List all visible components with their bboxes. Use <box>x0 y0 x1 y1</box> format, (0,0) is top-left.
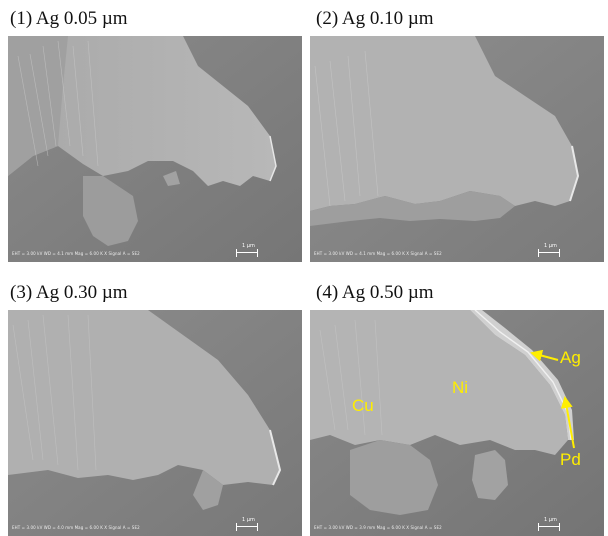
panel-2-scale-label: 1 µm <box>544 243 557 249</box>
sem-image-panel-1: EHT = 3.00 kV WD = 4.1 mm Mag = 6.00 K X… <box>8 36 302 262</box>
panel-2-info-bar: EHT = 3.00 kV WD = 4.1 mm Mag = 6.00 K X… <box>314 251 442 256</box>
panel-4-info-bar: EHT = 3.00 kV WD = 3.9 mm Mag = 6.00 K X… <box>314 525 442 530</box>
panel-4-caption: (4) Ag 0.50 µm <box>316 282 434 303</box>
annotation-pd: Pd <box>560 450 581 469</box>
panel-1-caption: (1) Ag 0.05 µm <box>10 8 128 29</box>
pd-arrow <box>560 396 575 449</box>
panel-3-info-bar: EHT = 3.00 kV WD = 4.0 mm Mag = 6.00 K X… <box>12 525 140 530</box>
annotation-ag: Ag <box>560 348 581 367</box>
panel-1-scale-label: 1 µm <box>242 243 255 249</box>
sem-image-panel-2: EHT = 3.00 kV WD = 4.1 mm Mag = 6.00 K X… <box>310 36 604 262</box>
panel-4-scale-label: 1 µm <box>544 517 557 523</box>
annotation-ni: Ni <box>452 378 469 397</box>
sem-image-panel-3: EHT = 3.00 kV WD = 4.0 mm Mag = 6.00 K X… <box>8 310 302 536</box>
panel-1-info-bar: EHT = 3.00 kV WD = 4.1 mm Mag = 6.00 K X… <box>12 251 140 256</box>
panel-2-scale-bar <box>538 249 560 257</box>
panel-2-caption: (2) Ag 0.10 µm <box>316 8 434 29</box>
annotation-arrows <box>530 349 575 449</box>
panel-4-scale-bar <box>538 523 560 531</box>
panel-3-caption: (3) Ag 0.30 µm <box>10 282 128 303</box>
ag-arrow <box>530 349 559 362</box>
panel-3-scale-bar <box>236 523 258 531</box>
panel-3-scale-label: 1 µm <box>242 517 255 523</box>
panel-1-scale-bar <box>236 249 258 257</box>
sem-image-panel-4: Cu Ni Ag Pd EHT = 3.00 kV WD = 3.9 mm Ma… <box>310 310 604 536</box>
annotation-cu: Cu <box>352 396 374 415</box>
